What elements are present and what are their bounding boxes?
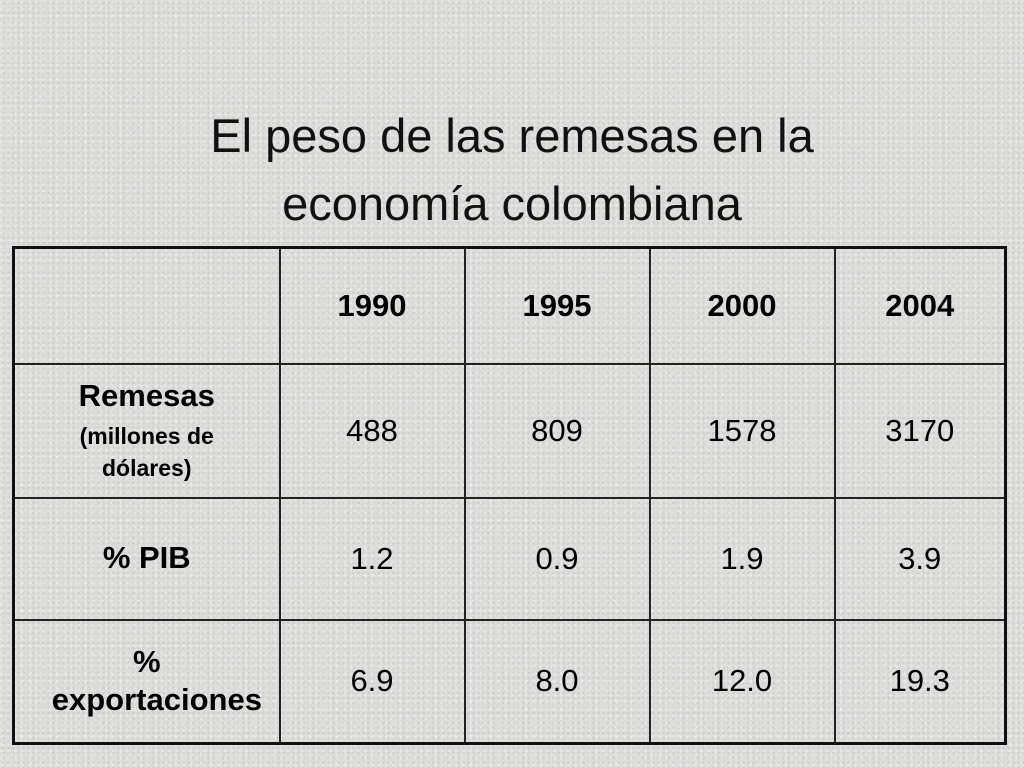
column-header: 1995 (463, 246, 651, 365)
slide-title: El peso de las remesas en la (210, 109, 814, 162)
value-cell: 3170 (833, 362, 1007, 499)
value-cell: 488 (278, 362, 466, 499)
table-body: 1990 1995 2000 2004 Remesas (millones de dóla… (12, 246, 1007, 745)
header-row: 1990 1995 2000 2004 (12, 246, 1007, 365)
data-table: 1990 1995 2000 2004 Remesas (millones de dóla… (12, 246, 1007, 745)
column-header: 1990 (278, 246, 466, 365)
table-row: % PIB 1.2 0.9 1.9 3.9 (12, 496, 1007, 621)
row-label: Remesas (78, 377, 215, 413)
corner-cell (12, 246, 281, 365)
value-cell: 1.9 (648, 496, 836, 621)
column-header: 2004 (833, 246, 1007, 365)
column-header: 2000 (648, 246, 836, 365)
row-label-cell: % PIB (12, 496, 281, 621)
table-row: Remesas (millones de dólares) 488 809 1578 31… (12, 362, 1007, 499)
row-sublabel: (millones de dólares) (79, 422, 214, 481)
row-label-cell: Remesas (millones de dólares) (12, 362, 281, 499)
value-cell: 1578 (648, 362, 836, 499)
row-label: % PIB (102, 540, 191, 576)
value-cell: 19.3 (833, 618, 1007, 745)
value-cell: 809 (463, 362, 651, 499)
row-label: % exportaciones (51, 643, 262, 718)
value-cell: 8.0 (463, 618, 651, 745)
value-cell: 3.9 (833, 496, 1007, 621)
slide-title: economía colombiana (282, 177, 742, 230)
table-row: % exportaciones 6.9 8.0 12.0 19.3 (12, 618, 1007, 745)
row-label-cell: % exportaciones (12, 618, 281, 745)
value-cell: 1.2 (278, 496, 466, 621)
value-cell: 6.9 (278, 618, 466, 745)
value-cell: 0.9 (463, 496, 651, 621)
value-cell: 12.0 (648, 618, 836, 745)
